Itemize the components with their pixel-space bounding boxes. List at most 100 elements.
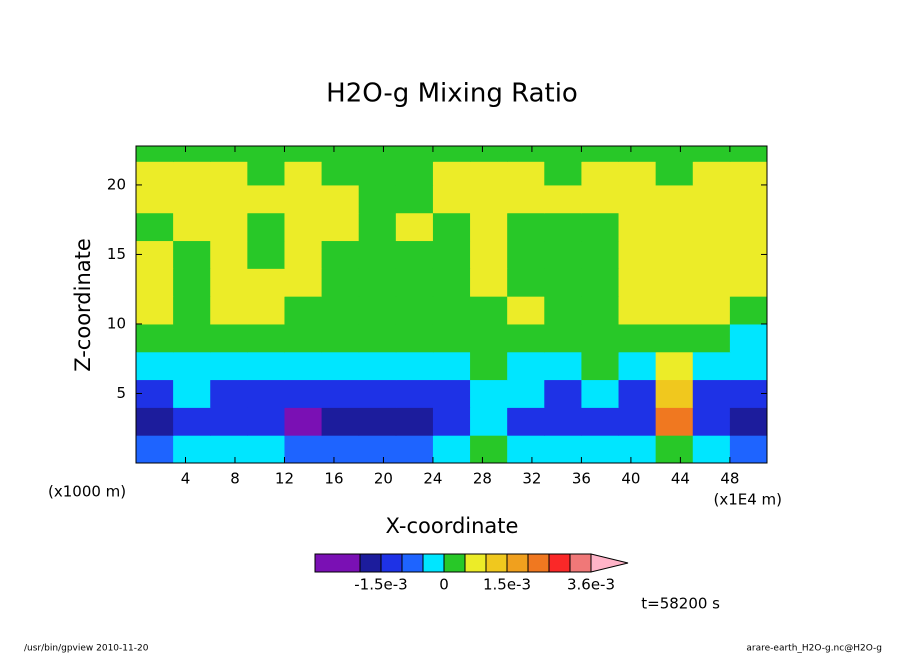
contour-cell: [284, 184, 323, 214]
contour-cell: [581, 146, 620, 162]
contour-cell: [692, 212, 731, 242]
contour-cell: [432, 161, 471, 186]
contour-cell: [692, 407, 731, 436]
contour-cell: [470, 323, 508, 353]
contour-cell: [432, 435, 471, 464]
contour-cell: [692, 379, 731, 408]
contour-cell: [173, 184, 211, 214]
contour-cell: [581, 212, 620, 242]
contour-cell: [507, 212, 545, 242]
contour-cell: [173, 161, 211, 186]
contour-cell: [544, 296, 582, 325]
colorbar-box: [590, 553, 629, 573]
contour-cell: [284, 323, 323, 353]
contour-cell: [173, 407, 211, 436]
contour-cell: [507, 240, 545, 269]
y-tick-label: 5: [116, 384, 126, 402]
contour-cell: [432, 184, 471, 214]
contour-cell: [284, 268, 323, 297]
contour-cell: [618, 351, 657, 381]
contour-cell: [581, 161, 620, 186]
contour-cell: [358, 323, 397, 353]
colorbar-box: [569, 553, 592, 573]
contour-cell: [655, 323, 694, 353]
contour-cell: [210, 435, 248, 464]
contour-cell: [729, 161, 768, 186]
contour-cell: [173, 212, 211, 242]
contour-cell: [692, 268, 731, 297]
contour-cell: [581, 240, 620, 269]
contour-cell: [136, 351, 174, 381]
contour-cell: [470, 161, 508, 186]
footer: /usr/bin/gpview 2010-11-20: [24, 644, 149, 654]
contour-cell: [395, 407, 434, 436]
contour-cell: [618, 435, 657, 464]
contour-cell: [284, 161, 323, 186]
contour-cell: [544, 435, 582, 464]
colorbar-box: [443, 553, 466, 573]
colorbar-box: [548, 553, 571, 573]
contour-cell: [432, 407, 471, 436]
contour-cell: [358, 379, 397, 408]
contour-cell: [507, 379, 545, 408]
contour-cell: [247, 161, 285, 186]
contour-cell: [655, 184, 694, 214]
contour-cell: [136, 161, 174, 186]
contour-cell: [544, 240, 582, 269]
contour-cell: [507, 268, 545, 297]
contour-cell: [692, 161, 731, 186]
colorbar-box: [527, 553, 550, 573]
contour-cell: [581, 296, 620, 325]
contour-cell: [655, 296, 694, 325]
contour-cell: [136, 407, 174, 436]
y-tick-label: 10: [107, 314, 126, 332]
contour-cell: [432, 323, 471, 353]
contour-cell: [136, 296, 174, 325]
contour-cell: [692, 351, 731, 381]
contour-cell: [358, 435, 397, 464]
x-tick-label: 16: [324, 470, 343, 488]
contour-cell: [210, 296, 248, 325]
contour-cell: [618, 146, 657, 162]
contour-cell: [655, 146, 694, 162]
contour-cell: [692, 435, 731, 464]
contour-cell: [470, 351, 508, 381]
colorbar-box: [401, 553, 424, 573]
contour-cell: [358, 146, 397, 162]
contour-cell: [173, 435, 211, 464]
contour-cell: [729, 351, 768, 381]
contour-cell: [210, 379, 248, 408]
contour-cell: [581, 323, 620, 353]
colorbar-box: [380, 553, 403, 573]
contour-cell: [692, 296, 731, 325]
contour-cell: [581, 351, 620, 381]
contour-cell: [321, 351, 360, 381]
contour-cell: [618, 161, 657, 186]
contour-cell: [729, 435, 768, 464]
contour-cell: [247, 240, 285, 269]
contour-cell: [247, 351, 285, 381]
contour-cell: [544, 184, 582, 214]
contour-cell: [507, 323, 545, 353]
contour-cell: [321, 161, 360, 186]
contour-cell: [321, 240, 360, 269]
contour-cell: [655, 268, 694, 297]
x-tick-label: 12: [275, 470, 294, 488]
contour-cell: [395, 161, 434, 186]
colorbar-tick-label: 1.5e-3: [483, 576, 531, 594]
contour-cell: [470, 407, 508, 436]
contour-cell: [247, 146, 285, 162]
contour-cell: [173, 323, 211, 353]
contour-cell: [432, 268, 471, 297]
contour-cell: [729, 268, 768, 297]
x-tick-label: 36: [572, 470, 591, 488]
contour-cell: [358, 296, 397, 325]
contour-cell: [655, 407, 694, 436]
contour-cell: [507, 351, 545, 381]
contour-cell: [395, 379, 434, 408]
contour-cell: [284, 212, 323, 242]
x-tick-label: 44: [671, 470, 690, 488]
contour-cell: [507, 407, 545, 436]
contour-cell: [729, 323, 768, 353]
